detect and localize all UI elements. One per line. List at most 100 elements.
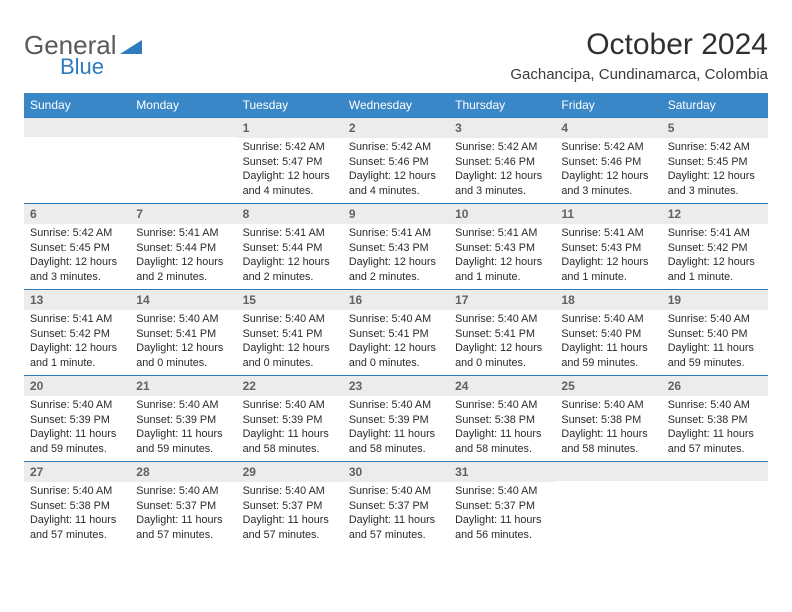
sunrise-text: Sunrise: 5:40 AM	[455, 484, 549, 499]
daylight-text: Daylight: 12 hours and 3 minutes.	[561, 169, 655, 198]
title-block: October 2024 Gachancipa, Cundinamarca, C…	[510, 18, 768, 89]
calendar-day-cell	[662, 462, 768, 548]
day-number: 22	[237, 376, 343, 396]
day-details: Sunrise: 5:41 AMSunset: 5:44 PMDaylight:…	[237, 224, 343, 288]
day-details: Sunrise: 5:41 AMSunset: 5:43 PMDaylight:…	[555, 224, 661, 288]
day-number: 1	[237, 118, 343, 138]
day-details: Sunrise: 5:40 AMSunset: 5:39 PMDaylight:…	[237, 396, 343, 460]
sunset-text: Sunset: 5:44 PM	[243, 241, 337, 256]
daylight-text: Daylight: 11 hours and 56 minutes.	[455, 513, 549, 542]
day-number: 28	[130, 462, 236, 482]
sunset-text: Sunset: 5:37 PM	[136, 499, 230, 514]
sunrise-text: Sunrise: 5:41 AM	[243, 226, 337, 241]
calendar-day-cell: 3Sunrise: 5:42 AMSunset: 5:46 PMDaylight…	[449, 118, 555, 204]
sunrise-text: Sunrise: 5:41 AM	[349, 226, 443, 241]
day-details: Sunrise: 5:41 AMSunset: 5:43 PMDaylight:…	[449, 224, 555, 288]
sunset-text: Sunset: 5:46 PM	[561, 155, 655, 170]
calendar-day-cell: 18Sunrise: 5:40 AMSunset: 5:40 PMDayligh…	[555, 290, 661, 376]
calendar-day-cell: 26Sunrise: 5:40 AMSunset: 5:38 PMDayligh…	[662, 376, 768, 462]
daylight-text: Daylight: 11 hours and 57 minutes.	[243, 513, 337, 542]
calendar-day-cell: 9Sunrise: 5:41 AMSunset: 5:43 PMDaylight…	[343, 204, 449, 290]
calendar-day-cell: 23Sunrise: 5:40 AMSunset: 5:39 PMDayligh…	[343, 376, 449, 462]
sunset-text: Sunset: 5:41 PM	[243, 327, 337, 342]
daylight-text: Daylight: 12 hours and 1 minute.	[668, 255, 762, 284]
daylight-text: Daylight: 11 hours and 59 minutes.	[136, 427, 230, 456]
day-details: Sunrise: 5:40 AMSunset: 5:41 PMDaylight:…	[449, 310, 555, 374]
logo-text-2: Blue	[60, 54, 104, 80]
day-details: Sunrise: 5:40 AMSunset: 5:37 PMDaylight:…	[130, 482, 236, 546]
calendar-day-cell: 11Sunrise: 5:41 AMSunset: 5:43 PMDayligh…	[555, 204, 661, 290]
day-details: Sunrise: 5:40 AMSunset: 5:37 PMDaylight:…	[343, 482, 449, 546]
sunset-text: Sunset: 5:46 PM	[349, 155, 443, 170]
calendar-day-cell: 25Sunrise: 5:40 AMSunset: 5:38 PMDayligh…	[555, 376, 661, 462]
sunset-text: Sunset: 5:45 PM	[668, 155, 762, 170]
col-saturday: Saturday	[662, 93, 768, 118]
day-number: 14	[130, 290, 236, 310]
sunset-text: Sunset: 5:41 PM	[455, 327, 549, 342]
daylight-text: Daylight: 11 hours and 57 minutes.	[349, 513, 443, 542]
day-number	[555, 462, 661, 481]
sunrise-text: Sunrise: 5:40 AM	[455, 312, 549, 327]
header: General Blue October 2024 Gachancipa, Cu…	[24, 18, 768, 89]
sunset-text: Sunset: 5:38 PM	[30, 499, 124, 514]
daylight-text: Daylight: 12 hours and 3 minutes.	[455, 169, 549, 198]
calendar-header-row: Sunday Monday Tuesday Wednesday Thursday…	[24, 93, 768, 118]
daylight-text: Daylight: 11 hours and 59 minutes.	[30, 427, 124, 456]
sunrise-text: Sunrise: 5:42 AM	[455, 140, 549, 155]
daylight-text: Daylight: 12 hours and 2 minutes.	[349, 255, 443, 284]
calendar-day-cell: 4Sunrise: 5:42 AMSunset: 5:46 PMDaylight…	[555, 118, 661, 204]
page-title: October 2024	[510, 28, 768, 62]
col-sunday: Sunday	[24, 93, 130, 118]
sunrise-text: Sunrise: 5:40 AM	[561, 312, 655, 327]
calendar-day-cell	[555, 462, 661, 548]
sunrise-text: Sunrise: 5:40 AM	[136, 398, 230, 413]
calendar-day-cell: 24Sunrise: 5:40 AMSunset: 5:38 PMDayligh…	[449, 376, 555, 462]
daylight-text: Daylight: 12 hours and 0 minutes.	[349, 341, 443, 370]
sunrise-text: Sunrise: 5:42 AM	[349, 140, 443, 155]
location-subtitle: Gachancipa, Cundinamarca, Colombia	[510, 66, 768, 83]
day-number: 13	[24, 290, 130, 310]
sunset-text: Sunset: 5:39 PM	[30, 413, 124, 428]
calendar-day-cell: 16Sunrise: 5:40 AMSunset: 5:41 PMDayligh…	[343, 290, 449, 376]
daylight-text: Daylight: 11 hours and 59 minutes.	[561, 341, 655, 370]
day-number: 7	[130, 204, 236, 224]
daylight-text: Daylight: 12 hours and 3 minutes.	[668, 169, 762, 198]
day-details: Sunrise: 5:42 AMSunset: 5:46 PMDaylight:…	[449, 138, 555, 202]
day-number: 2	[343, 118, 449, 138]
day-details: Sunrise: 5:42 AMSunset: 5:46 PMDaylight:…	[555, 138, 661, 202]
sunset-text: Sunset: 5:40 PM	[668, 327, 762, 342]
calendar-day-cell: 6Sunrise: 5:42 AMSunset: 5:45 PMDaylight…	[24, 204, 130, 290]
daylight-text: Daylight: 11 hours and 57 minutes.	[30, 513, 124, 542]
calendar-week-row: 13Sunrise: 5:41 AMSunset: 5:42 PMDayligh…	[24, 290, 768, 376]
day-details: Sunrise: 5:40 AMSunset: 5:37 PMDaylight:…	[237, 482, 343, 546]
calendar-day-cell: 17Sunrise: 5:40 AMSunset: 5:41 PMDayligh…	[449, 290, 555, 376]
day-number: 25	[555, 376, 661, 396]
day-number: 17	[449, 290, 555, 310]
day-details	[24, 137, 130, 143]
col-friday: Friday	[555, 93, 661, 118]
daylight-text: Daylight: 12 hours and 1 minute.	[455, 255, 549, 284]
sunrise-text: Sunrise: 5:40 AM	[561, 398, 655, 413]
day-details: Sunrise: 5:40 AMSunset: 5:40 PMDaylight:…	[662, 310, 768, 374]
sunrise-text: Sunrise: 5:42 AM	[243, 140, 337, 155]
day-details: Sunrise: 5:41 AMSunset: 5:43 PMDaylight:…	[343, 224, 449, 288]
day-details	[555, 481, 661, 487]
day-number	[24, 118, 130, 137]
sunset-text: Sunset: 5:45 PM	[30, 241, 124, 256]
calendar-table: Sunday Monday Tuesday Wednesday Thursday…	[24, 93, 768, 548]
sunrise-text: Sunrise: 5:40 AM	[30, 484, 124, 499]
daylight-text: Daylight: 12 hours and 4 minutes.	[349, 169, 443, 198]
daylight-text: Daylight: 11 hours and 58 minutes.	[349, 427, 443, 456]
sunrise-text: Sunrise: 5:40 AM	[136, 312, 230, 327]
day-number: 21	[130, 376, 236, 396]
calendar-day-cell: 19Sunrise: 5:40 AMSunset: 5:40 PMDayligh…	[662, 290, 768, 376]
day-number: 9	[343, 204, 449, 224]
day-details: Sunrise: 5:42 AMSunset: 5:45 PMDaylight:…	[662, 138, 768, 202]
sunrise-text: Sunrise: 5:40 AM	[243, 398, 337, 413]
daylight-text: Daylight: 11 hours and 58 minutes.	[455, 427, 549, 456]
sunset-text: Sunset: 5:47 PM	[243, 155, 337, 170]
calendar-day-cell: 5Sunrise: 5:42 AMSunset: 5:45 PMDaylight…	[662, 118, 768, 204]
logo: General Blue	[24, 30, 142, 61]
sunrise-text: Sunrise: 5:41 AM	[455, 226, 549, 241]
daylight-text: Daylight: 12 hours and 3 minutes.	[30, 255, 124, 284]
